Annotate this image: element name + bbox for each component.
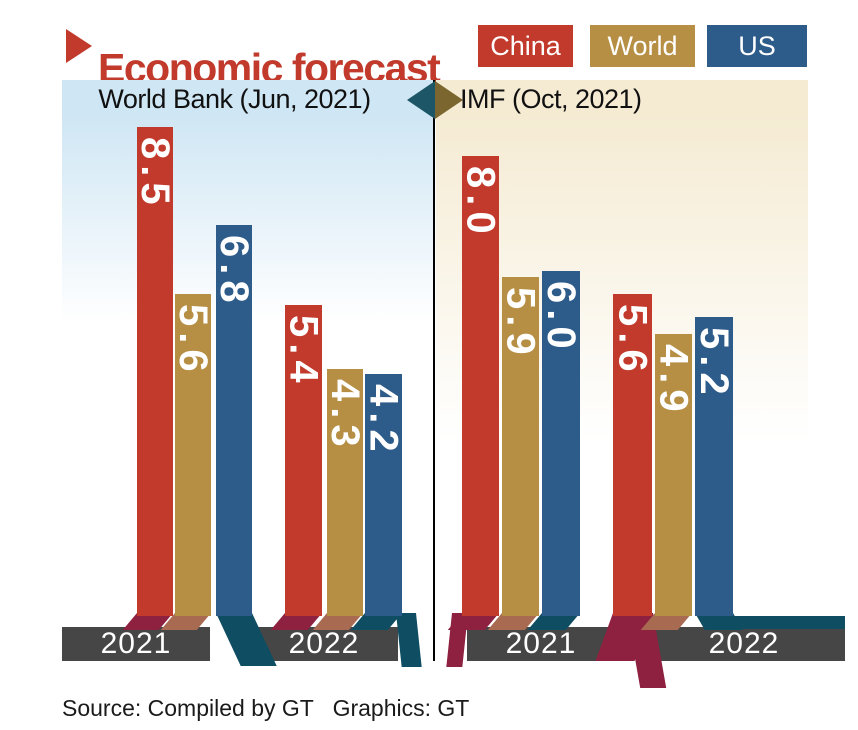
- bar-imf-2022-us: 5.2: [692, 317, 736, 616]
- bar-imf-2022-world: 4.9: [651, 334, 696, 616]
- bar-imf-2021-china: 8.0: [458, 156, 503, 616]
- bar-value-label: 5.6: [610, 304, 655, 378]
- title-arrow-icon: [66, 29, 92, 63]
- bar-value-label: 6.8: [212, 235, 256, 309]
- bar-worldbank-2021-us: 6.8: [212, 225, 256, 616]
- diamond-left-half: [407, 81, 435, 119]
- bar-value-label: 4.9: [651, 344, 696, 418]
- bar-value-label: 8.5: [133, 137, 177, 211]
- year-label: 2021: [100, 627, 172, 660]
- bar-value-label: 5.4: [281, 315, 326, 389]
- legend-label-us: US: [738, 30, 776, 61]
- bar-value-label: 4.3: [323, 379, 367, 453]
- panel-title-worldbank: World Bank (Jun, 2021): [98, 84, 371, 114]
- legend-label-world: World: [607, 30, 678, 61]
- year-plinth-worldbank-2021: 2021: [62, 627, 210, 661]
- bar-value-label: 5.2: [692, 327, 736, 401]
- year-plinth-worldbank-2022: 2022: [250, 627, 398, 661]
- bar-imf-2022-china: 5.6: [610, 294, 655, 616]
- diamond-right-half: [435, 81, 463, 119]
- bar-imf-2021-us: 6.0: [539, 271, 583, 616]
- year-label: 2022: [708, 627, 780, 660]
- bar-value-label: 8.0: [458, 166, 503, 240]
- legend-chip-us: US: [707, 25, 807, 67]
- bar-worldbank-2021-world: 5.6: [171, 294, 215, 616]
- panel-divider-line: [433, 80, 435, 661]
- bar-worldbank-2022-us: 4.2: [361, 374, 406, 616]
- bar-value-label: 4.2: [361, 384, 406, 458]
- legend-chip-china: China: [478, 25, 573, 67]
- bar-worldbank-2021-china: 8.5: [133, 127, 177, 616]
- bar-imf-2021-world: 5.9: [498, 277, 543, 616]
- bar-value-label: 5.6: [171, 304, 215, 378]
- bar-value-label: 6.0: [539, 281, 583, 355]
- legend-label-china: China: [490, 30, 561, 61]
- year-label: 2022: [288, 627, 360, 660]
- legend-chip-world: World: [590, 25, 695, 67]
- panel-title-imf: IMF (Oct, 2021): [460, 84, 642, 114]
- year-label: 2021: [505, 627, 577, 660]
- year-plinth-imf-2021: 2021: [467, 627, 615, 661]
- ribbon-strip-us-imf-2022: [710, 616, 845, 629]
- bar-value-label: 5.9: [498, 287, 543, 361]
- source-line: Source: Compiled by GT Graphics: GT: [62, 695, 470, 721]
- diamond-divider-icon: [407, 81, 463, 119]
- year-plinth-imf-2022: 2022: [643, 627, 845, 661]
- bar-worldbank-2022-china: 5.4: [281, 305, 326, 616]
- bar-worldbank-2022-world: 4.3: [323, 369, 367, 616]
